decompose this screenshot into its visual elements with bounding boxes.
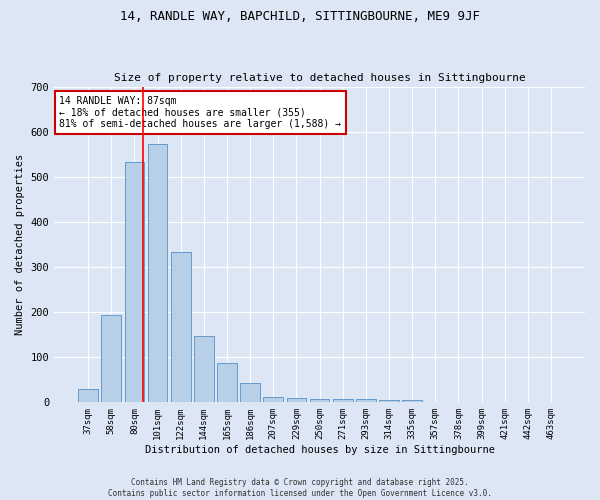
Text: Contains HM Land Registry data © Crown copyright and database right 2025.
Contai: Contains HM Land Registry data © Crown c… [108,478,492,498]
Y-axis label: Number of detached properties: Number of detached properties [15,154,25,335]
Title: Size of property relative to detached houses in Sittingbourne: Size of property relative to detached ho… [114,73,526,83]
Text: 14 RANDLE WAY: 87sqm
← 18% of detached houses are smaller (355)
81% of semi-deta: 14 RANDLE WAY: 87sqm ← 18% of detached h… [59,96,341,129]
Bar [310,398,329,402]
Bar [217,363,237,403]
Bar [101,316,121,402]
Bar [263,397,283,402]
Bar [241,384,260,402]
Bar [125,162,144,402]
X-axis label: Distribution of detached houses by size in Sittingbourne: Distribution of detached houses by size … [145,445,494,455]
Bar [356,398,376,402]
Bar [148,144,167,403]
Bar [287,398,306,402]
Bar [333,398,353,402]
Bar [194,336,214,402]
Bar [403,400,422,402]
Bar [379,400,399,402]
Text: 14, RANDLE WAY, BAPCHILD, SITTINGBOURNE, ME9 9JF: 14, RANDLE WAY, BAPCHILD, SITTINGBOURNE,… [120,10,480,23]
Bar [78,389,98,402]
Bar [171,252,191,402]
